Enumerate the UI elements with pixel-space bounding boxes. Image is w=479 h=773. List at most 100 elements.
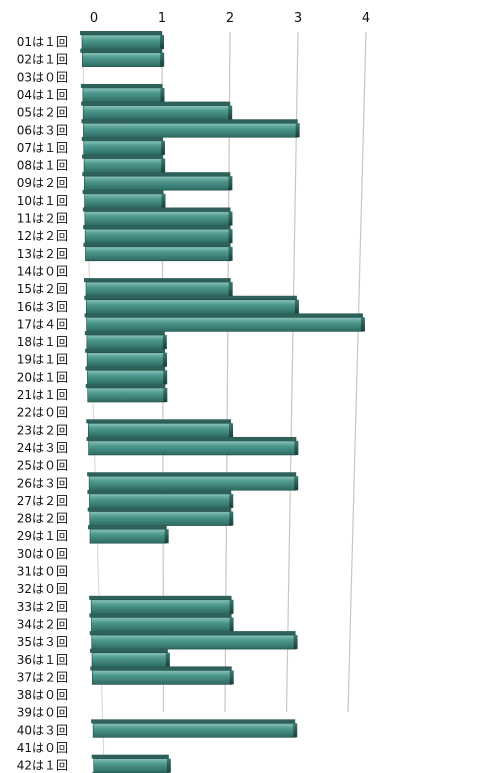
bar-body <box>87 422 232 438</box>
bar-end-cap <box>360 317 365 332</box>
category-label: 29は１回 <box>17 529 68 543</box>
bar-end-cap <box>163 388 168 402</box>
bar-top-face <box>82 207 231 212</box>
bar-body <box>89 528 167 544</box>
bar-body <box>86 317 364 332</box>
bar <box>81 101 233 120</box>
bar <box>86 419 234 438</box>
category-label: 22は０回 <box>17 406 68 420</box>
category-label: 08は１回 <box>17 159 68 173</box>
category-label: 10は１回 <box>17 194 68 208</box>
bar-body <box>83 175 231 191</box>
bar-body <box>92 723 296 738</box>
bar-body <box>85 281 231 297</box>
category-label: 26は３回 <box>17 476 68 490</box>
bar <box>91 719 298 738</box>
bar-body <box>91 617 232 632</box>
bar-top-face <box>83 242 231 247</box>
bar <box>85 366 168 385</box>
bar-top-face <box>84 313 363 318</box>
bar-end-cap <box>160 35 164 49</box>
bar-top-face <box>84 331 165 336</box>
bar <box>83 225 233 244</box>
bar-end-cap <box>229 423 234 438</box>
bar-body <box>91 652 169 668</box>
bar-body <box>90 599 232 615</box>
bar <box>84 313 365 332</box>
category-label: 23は２回 <box>17 423 68 437</box>
bar <box>84 331 167 350</box>
category-label: 24は３回 <box>17 441 68 455</box>
category-label: 11は２回 <box>17 212 68 226</box>
bar-body <box>81 34 163 50</box>
category-label: 17は４回 <box>17 317 68 331</box>
category-label: 15は２回 <box>17 282 68 296</box>
bar-top-face <box>87 489 232 494</box>
x-tick-label: 2 <box>226 11 234 26</box>
category-label: 19は１回 <box>17 353 68 367</box>
category-label: 12は２回 <box>17 229 68 243</box>
bar-top-face <box>89 631 296 636</box>
bar-end-cap <box>161 140 165 155</box>
category-label: 33は２回 <box>17 600 68 614</box>
bar-top-face <box>86 436 297 441</box>
bar-top-face <box>89 595 232 600</box>
bar-body <box>85 246 231 262</box>
category-label: 41は０回 <box>17 741 68 755</box>
category-label: 25は０回 <box>17 459 68 473</box>
bar-end-cap <box>228 176 233 191</box>
category-label: 38は０回 <box>17 688 68 702</box>
bar-body <box>86 352 166 368</box>
bar-end-cap <box>293 723 298 738</box>
category-labels: 01は１回 02は１回 03は０回 04は１回 05は２回 06は３回 07は１回 08は１回… <box>17 35 68 773</box>
bar-top-face <box>83 225 231 230</box>
bar-body <box>88 475 297 491</box>
bar-end-cap <box>164 529 169 544</box>
bar-body <box>82 87 163 103</box>
bar <box>85 348 167 368</box>
bar-top-face <box>84 278 231 283</box>
bar-body <box>93 758 170 773</box>
bar <box>88 525 169 544</box>
bar <box>85 384 168 403</box>
bar-end-cap <box>295 123 300 138</box>
bar-body <box>84 193 164 209</box>
grid-line-4 <box>347 31 367 713</box>
bar-end-cap <box>165 652 170 667</box>
bar-end-cap <box>228 229 233 244</box>
bar-end-cap <box>294 476 299 491</box>
bar-end-cap <box>161 193 166 208</box>
bar <box>87 489 234 509</box>
bar-body <box>84 228 231 244</box>
category-label: 03は０回 <box>17 70 68 84</box>
bar-end-cap <box>229 599 234 614</box>
bar <box>83 242 233 262</box>
bar-body <box>87 387 166 403</box>
bar-top-face <box>85 366 166 371</box>
category-label: 37は２回 <box>17 670 68 684</box>
bar-top-face <box>81 119 298 124</box>
category-label: 18は１回 <box>17 335 68 349</box>
bar <box>87 472 299 491</box>
category-label: 04は１回 <box>17 88 68 102</box>
category-label: 05は２回 <box>17 106 68 120</box>
bar-end-cap <box>229 670 234 685</box>
category-label: 07は１回 <box>17 141 68 155</box>
bar-top-face <box>87 472 297 477</box>
category-label: 40は３回 <box>17 723 68 737</box>
category-label: 35は３回 <box>17 635 68 649</box>
x-tick-label: 1 <box>158 11 166 26</box>
category-label: 34は２回 <box>17 617 68 631</box>
bar-top-face <box>84 295 297 300</box>
bar <box>89 595 234 615</box>
bar-end-cap <box>163 370 168 385</box>
category-label: 14は０回 <box>17 264 68 278</box>
bar-top-face <box>82 189 164 194</box>
x-axis-ticks: 0 1 2 3 4 <box>90 11 370 26</box>
category-label: 09は２回 <box>17 176 68 190</box>
bar-body <box>85 299 298 315</box>
bar-body <box>87 370 166 385</box>
x-tick-label: 4 <box>362 11 370 26</box>
bar-end-cap <box>293 635 298 650</box>
bar-end-cap <box>294 440 299 455</box>
